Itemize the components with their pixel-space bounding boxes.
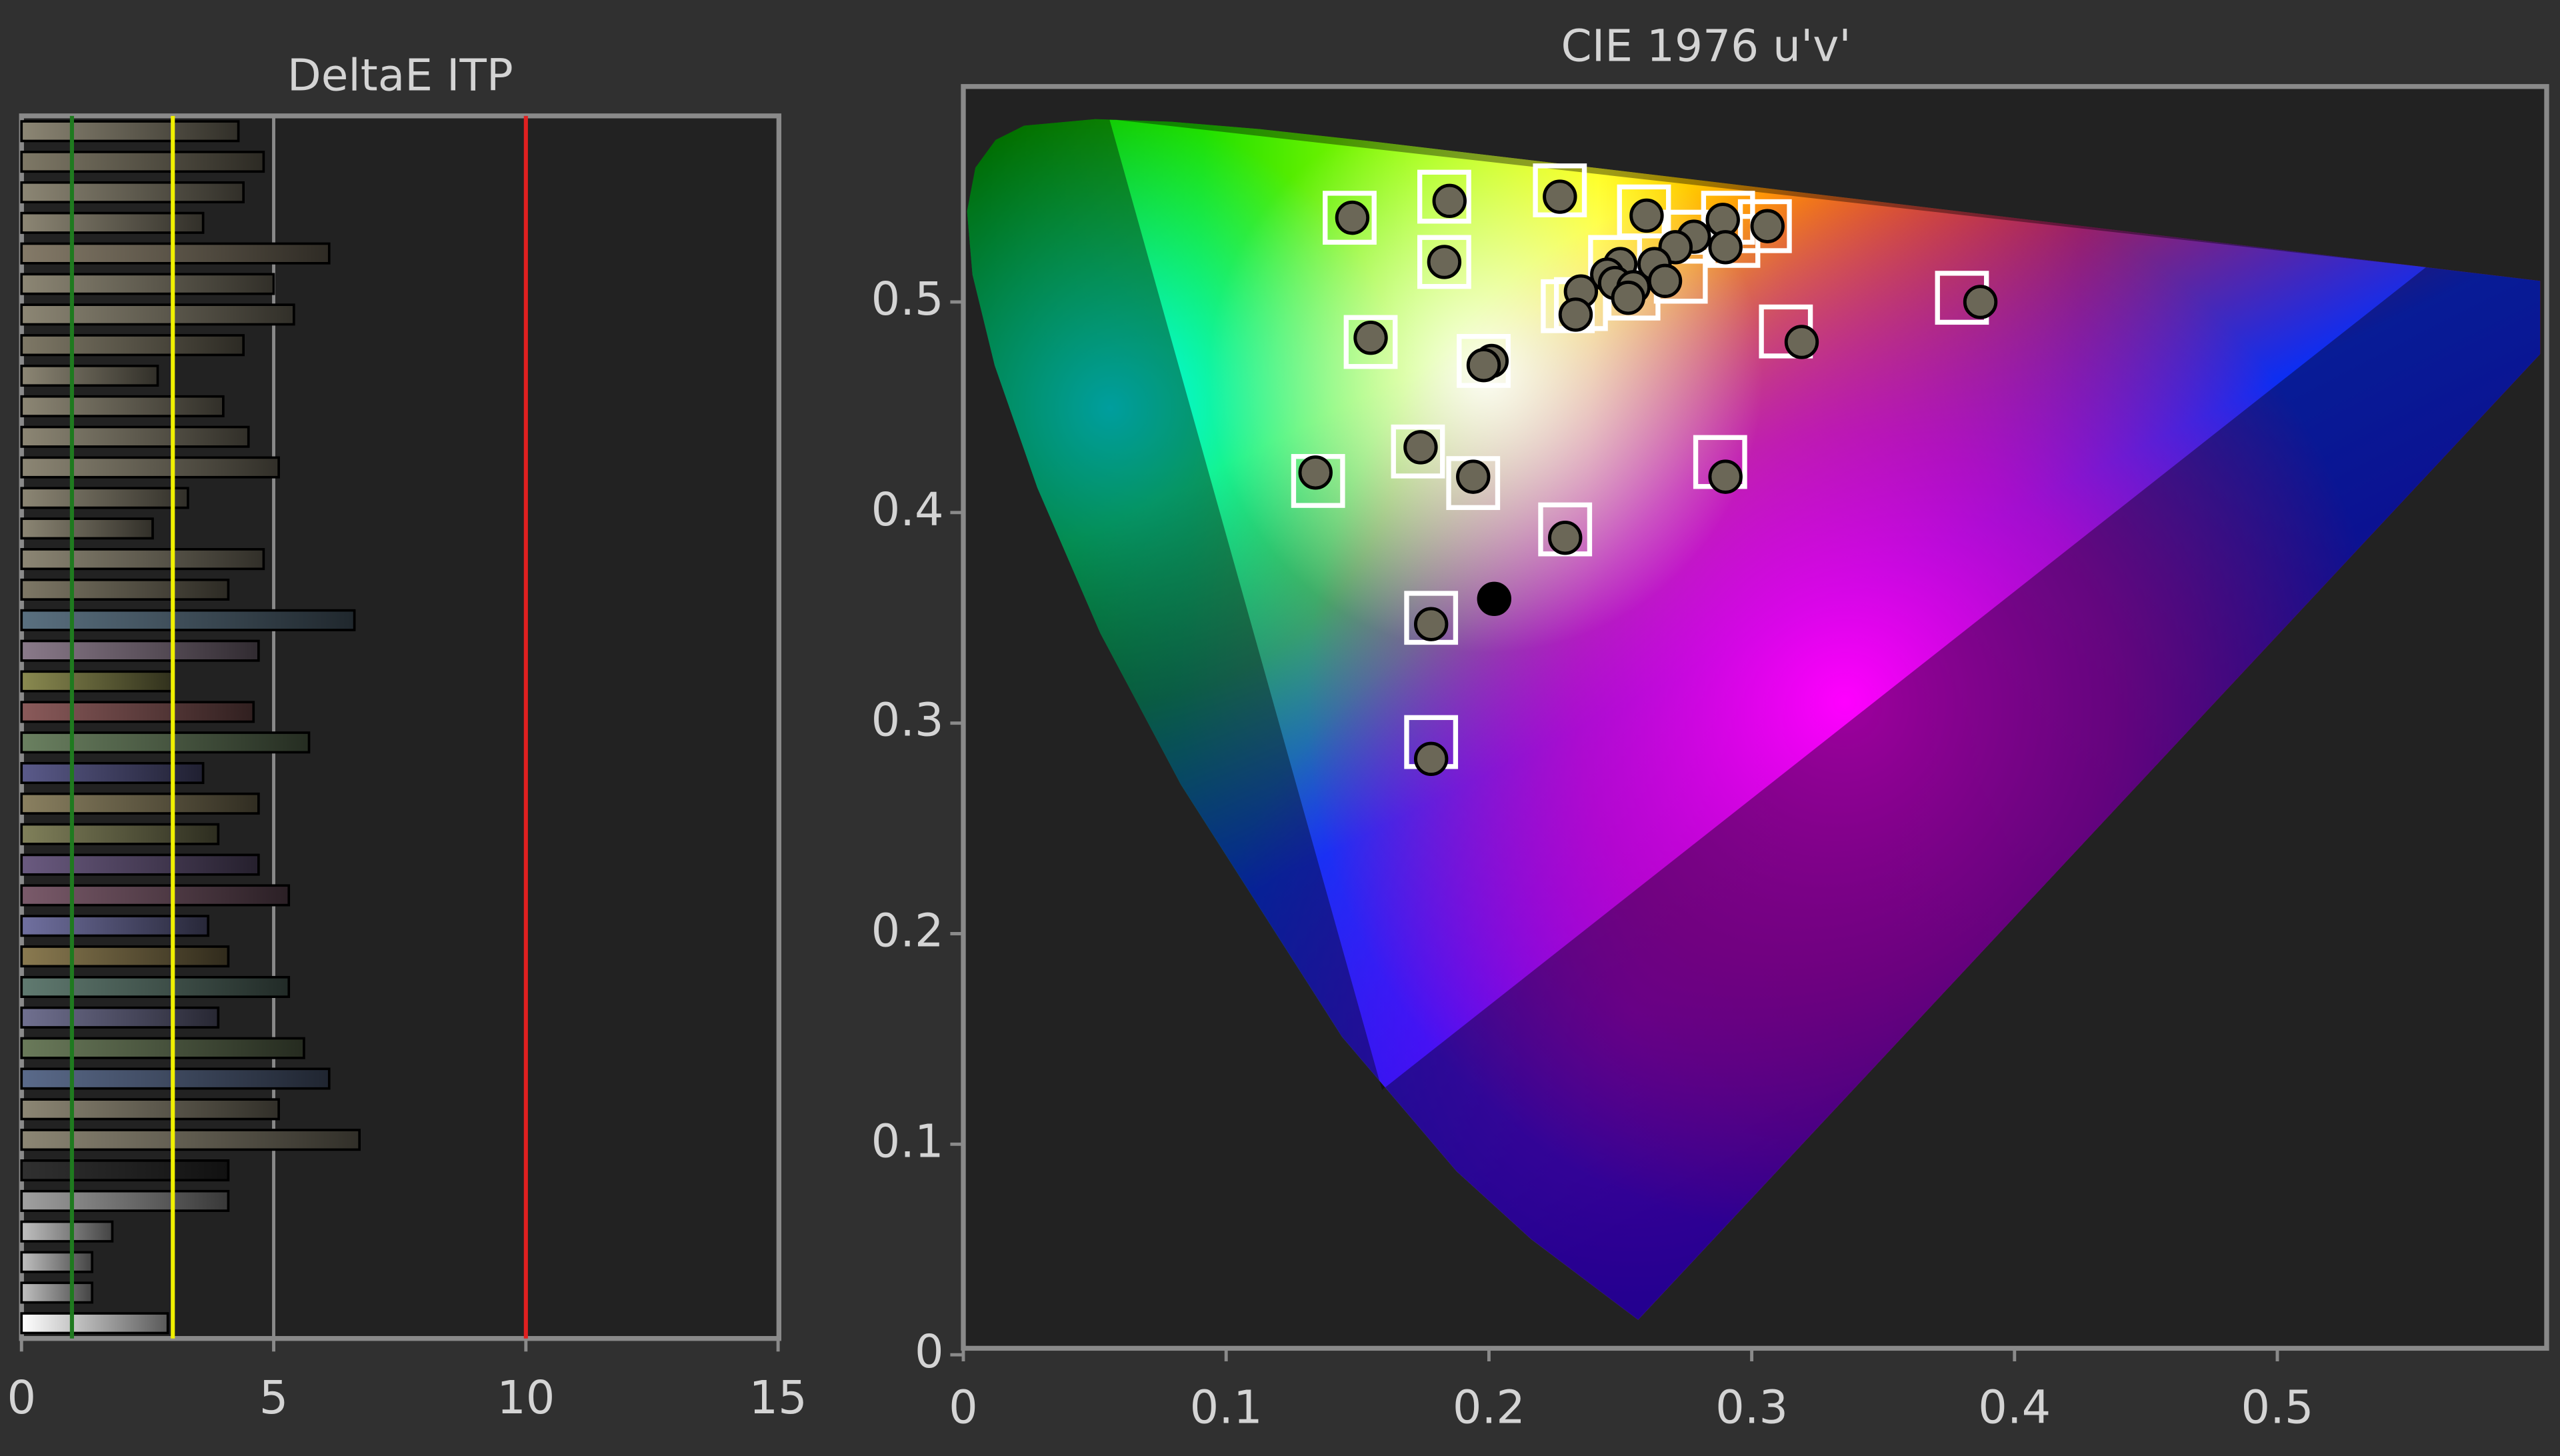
y-tick-label: 0.5 xyxy=(871,273,944,326)
bar-chart: 0 5 10 15 xyxy=(7,115,807,1425)
x-tick-label: 15 xyxy=(749,1371,807,1425)
bar-shade xyxy=(21,1069,329,1089)
bar-shade xyxy=(21,365,158,386)
x-tick-label: 10 xyxy=(497,1371,555,1425)
bar-shade xyxy=(21,1252,93,1272)
bar-shade xyxy=(21,579,229,600)
bar-shade xyxy=(21,793,259,814)
x-tick-label: 5 xyxy=(259,1371,289,1425)
measured-marker xyxy=(1750,209,1785,243)
measured-marker xyxy=(1353,320,1388,355)
y-tick-label: 0.3 xyxy=(871,694,944,747)
target-marker xyxy=(1417,235,1471,289)
measured-marker xyxy=(1558,297,1593,332)
bar-shade xyxy=(21,213,203,233)
measured-marker xyxy=(1432,183,1467,219)
bar-shade xyxy=(21,824,219,844)
bar-shade xyxy=(21,305,294,325)
target-marker xyxy=(1343,315,1398,369)
y-tick-label: 0.2 xyxy=(871,905,944,958)
bar-shade xyxy=(21,610,355,631)
axes: 0 0.1 0.2 0.3 0.4 0.5 0 0.1 0.2 0.3 0.4 0.5 xyxy=(871,273,2314,1435)
bar-shade xyxy=(21,1313,168,1333)
bar-shade xyxy=(21,641,259,661)
scatter-points xyxy=(1291,163,1998,777)
bar-shade xyxy=(21,274,274,294)
measured-marker xyxy=(1629,198,1664,233)
measured-marker xyxy=(1784,325,1819,359)
measured-marker xyxy=(1456,459,1491,494)
bar-shade xyxy=(21,457,279,477)
bar-shade xyxy=(21,1160,229,1181)
target-marker xyxy=(1391,424,1445,479)
bar-shade xyxy=(21,121,239,141)
target-marker xyxy=(1323,191,1377,245)
bar-shade xyxy=(21,1130,360,1150)
bar-shade xyxy=(21,488,188,508)
plot-area xyxy=(19,113,782,1341)
bar-shade xyxy=(21,1099,279,1119)
y-tick-label: 0.1 xyxy=(871,1115,944,1168)
bar-shade xyxy=(21,427,249,447)
bar-shade xyxy=(21,549,264,569)
target-marker xyxy=(1446,456,1501,510)
bar-shade xyxy=(21,1007,219,1028)
target-marker xyxy=(1417,169,1471,224)
bar-shade xyxy=(21,1221,113,1241)
bar-shade xyxy=(21,671,173,691)
measured-marker xyxy=(1647,263,1683,299)
measured-marker xyxy=(1708,459,1743,494)
chromaticity-diagram xyxy=(967,119,2541,1320)
measured-marker xyxy=(1298,455,1333,490)
bar-shade xyxy=(21,396,223,417)
bar-shade xyxy=(21,1038,304,1058)
bar-shade xyxy=(21,977,289,997)
measured-marker xyxy=(1611,280,1646,315)
x-tick-label: 0.3 xyxy=(1715,1381,1788,1434)
target-marker xyxy=(1737,199,1792,253)
bar-shade xyxy=(21,182,244,203)
x-tick-label: 0.2 xyxy=(1453,1381,1525,1434)
bar-shade xyxy=(21,335,244,355)
bar-shade xyxy=(21,1283,93,1303)
measured-marker xyxy=(1543,179,1577,214)
measured-marker xyxy=(1335,200,1370,235)
bar-shade xyxy=(21,243,329,263)
bar-shade xyxy=(21,519,153,539)
bar-shade xyxy=(21,702,254,722)
measured-marker xyxy=(1548,521,1583,555)
measured-marker xyxy=(1413,741,1449,777)
bar-shade xyxy=(21,916,209,936)
bar-shade xyxy=(21,946,229,967)
measured-marker xyxy=(1963,285,1998,319)
target-marker xyxy=(1404,591,1459,645)
y-tick-label: 0 xyxy=(915,1325,944,1379)
x-tick-label: 0.5 xyxy=(2241,1381,2313,1434)
bar-shade xyxy=(21,855,259,875)
bar-shade xyxy=(21,763,203,783)
bar-shade xyxy=(21,151,264,172)
target-marker xyxy=(1533,163,1587,217)
chart-title: DeltaE ITP xyxy=(287,50,513,101)
x-tick-label: 0 xyxy=(7,1371,36,1425)
measured-marker xyxy=(1427,245,1462,279)
measured-marker xyxy=(1708,230,1743,265)
measured-marker xyxy=(1413,607,1449,641)
measured-marker xyxy=(1403,430,1438,465)
x-tick-label: 0 xyxy=(949,1381,978,1434)
bar-shade xyxy=(21,733,309,753)
bar-shade xyxy=(21,1191,229,1211)
bar-shade xyxy=(21,885,289,905)
x-tick-label: 0.1 xyxy=(1190,1381,1263,1434)
measured-marker xyxy=(1466,348,1501,383)
measured-marker xyxy=(1477,581,1511,617)
chart-title: CIE 1976 u'v' xyxy=(1561,21,1851,72)
x-tick-label: 0.4 xyxy=(1978,1381,2051,1434)
y-tick-label: 0.4 xyxy=(871,483,944,537)
